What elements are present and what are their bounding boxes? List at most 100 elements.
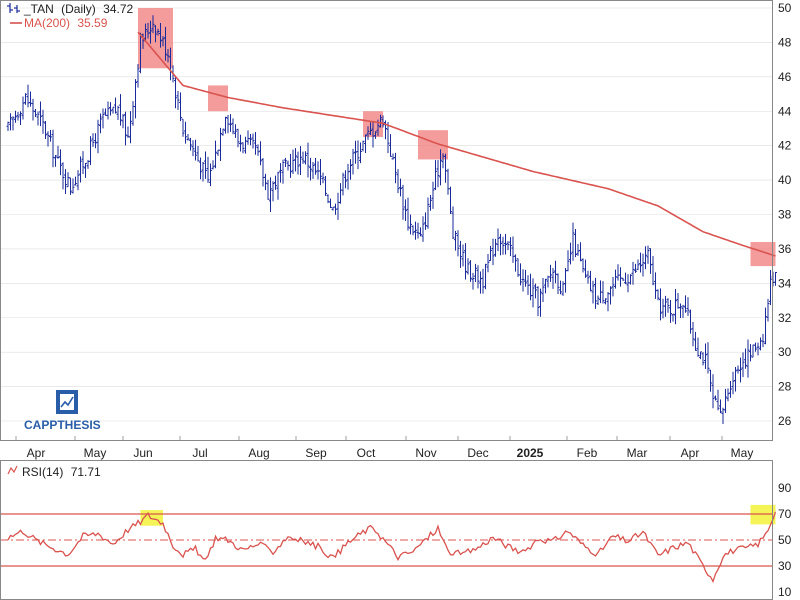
price-bar xyxy=(109,102,112,116)
price-bar xyxy=(276,171,280,200)
price-bar xyxy=(559,280,562,295)
price-bar xyxy=(224,116,227,134)
price-bar xyxy=(766,298,770,322)
price-bar xyxy=(589,270,592,292)
price-bar xyxy=(301,151,305,164)
price-bar xyxy=(519,263,522,286)
rsi-legend: RSI(14) 71.71 xyxy=(7,465,101,479)
price-bar xyxy=(674,288,677,325)
price-bar xyxy=(349,159,352,180)
price-bar xyxy=(399,178,402,197)
price-bar xyxy=(379,114,382,128)
price-bar xyxy=(704,343,707,369)
month-label: Nov xyxy=(415,446,436,460)
price-bar xyxy=(241,142,245,154)
price-bar xyxy=(196,145,200,162)
price-bar xyxy=(36,111,40,126)
price-bar xyxy=(601,281,605,304)
price-bar xyxy=(514,254,517,272)
price-bar xyxy=(694,331,697,351)
price-bar xyxy=(54,155,57,167)
price-bar xyxy=(141,33,145,49)
price-bar xyxy=(34,109,37,118)
price-bar xyxy=(476,265,480,289)
price-bar xyxy=(454,230,457,251)
line-glyph-icon xyxy=(7,465,18,475)
price-bar xyxy=(696,337,700,357)
price-bar xyxy=(524,269,527,287)
price-bar xyxy=(111,106,115,114)
month-label: Feb xyxy=(577,446,598,460)
price-bar xyxy=(656,289,660,301)
rsi-tick-label: 10 xyxy=(778,585,792,599)
rsi-label: RSI(14) xyxy=(22,465,63,479)
price-bar xyxy=(416,222,420,239)
price-bar xyxy=(646,245,650,264)
price-bar xyxy=(451,206,455,240)
price-bar xyxy=(264,173,267,191)
price-bar xyxy=(644,246,647,270)
price-bar xyxy=(449,186,452,215)
rsi-bands xyxy=(0,513,772,567)
price-bar xyxy=(306,142,310,178)
price-bar xyxy=(176,91,180,110)
rsi-tick-label: 30 xyxy=(778,559,792,573)
price-bar xyxy=(254,132,257,155)
price-bar xyxy=(759,337,762,351)
price-bar xyxy=(521,269,525,292)
rsi-highlights xyxy=(140,504,776,526)
price-bar xyxy=(366,126,370,140)
price-bar xyxy=(184,121,187,144)
price-y-axis: 26 28 30 32 34 36 38 40 42 44 46 48 50 xyxy=(778,1,792,428)
price-bar xyxy=(491,238,495,266)
price-bar xyxy=(509,237,512,257)
price-bar xyxy=(356,140,360,170)
price-tick-label: 46 xyxy=(778,70,792,84)
price-bar xyxy=(741,352,745,378)
price-bar xyxy=(59,149,62,176)
price-bar xyxy=(364,134,367,154)
price-bar xyxy=(106,101,110,120)
price-bar xyxy=(159,23,162,48)
price-bar xyxy=(409,214,412,235)
month-label: Apr xyxy=(27,446,46,460)
price-bar xyxy=(101,108,105,129)
price-bar xyxy=(284,157,287,168)
price-bar xyxy=(6,121,10,132)
price-bar xyxy=(231,118,235,135)
price-bar xyxy=(246,130,250,145)
month-label: Aug xyxy=(248,446,269,460)
price-bar xyxy=(571,222,575,261)
price-tick-label: 48 xyxy=(778,35,792,49)
price-bar xyxy=(739,357,742,383)
price-bar xyxy=(351,148,355,175)
price-bar xyxy=(499,233,502,256)
price-bar xyxy=(309,157,312,181)
price-bar xyxy=(664,295,667,317)
price-bar xyxy=(686,297,690,316)
price-bar xyxy=(439,149,442,186)
price-bar xyxy=(604,298,607,305)
month-label: Mar xyxy=(627,446,648,460)
price-tick-label: 40 xyxy=(778,173,792,187)
month-label: Sep xyxy=(305,446,327,460)
price-bar xyxy=(671,313,675,322)
price-bar xyxy=(609,286,612,305)
svg-text:RSI(14) 71.71: RSI(14) 71.71 xyxy=(22,465,101,479)
price-bar xyxy=(446,168,450,195)
price-bar xyxy=(324,176,327,196)
price-tick-label: 26 xyxy=(778,414,792,428)
price-tick-label: 30 xyxy=(778,345,792,359)
price-bar xyxy=(19,111,22,126)
month-label: Apr xyxy=(681,446,700,460)
price-tick-label: 42 xyxy=(778,139,792,153)
price-bar xyxy=(64,169,67,194)
price-bar xyxy=(474,263,477,283)
price-bar xyxy=(751,344,755,358)
price-bar xyxy=(9,113,12,131)
price-bar xyxy=(151,15,155,34)
price-bar xyxy=(24,93,27,105)
price-bar xyxy=(311,161,315,179)
price-bar xyxy=(539,288,542,317)
